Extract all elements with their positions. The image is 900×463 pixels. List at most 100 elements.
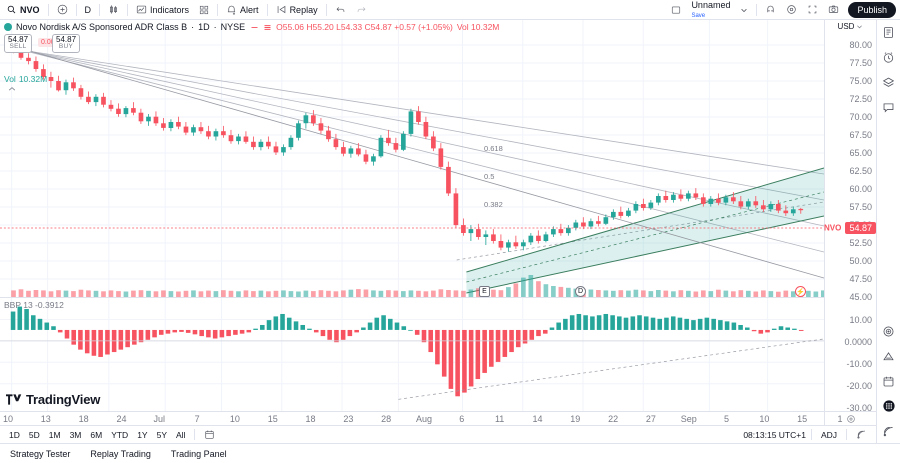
time-tick: 19 xyxy=(570,414,581,424)
divider xyxy=(75,3,77,16)
time-tick: 11 xyxy=(494,414,505,424)
magnet-button[interactable] xyxy=(760,1,781,19)
buy-label: BUY xyxy=(58,43,74,51)
gear-icon xyxy=(846,414,856,424)
price-tick: 57.50 xyxy=(849,202,872,212)
replay-icon xyxy=(276,4,287,15)
indicators-button[interactable]: Indicators xyxy=(131,1,194,19)
time-axis-settings[interactable] xyxy=(824,412,876,425)
broadcast-rail-icon[interactable] xyxy=(881,423,897,439)
range-button-1d[interactable]: 1D xyxy=(9,429,20,440)
layout-grid-button[interactable] xyxy=(666,1,686,19)
fib-label-0618: 0.618 xyxy=(484,144,503,153)
price-tick: 47.50 xyxy=(849,274,872,284)
fib-label-0382: 0.382 xyxy=(484,200,503,209)
chart-style-button[interactable] xyxy=(103,1,124,19)
alarm-plus-icon xyxy=(226,4,237,15)
footer-strategy-tester[interactable]: Strategy Tester xyxy=(10,448,71,459)
replay-button[interactable]: Replay xyxy=(271,1,323,19)
layers-icon[interactable] xyxy=(881,74,897,90)
legend-interval: 1D xyxy=(198,22,210,32)
time-tick: 10 xyxy=(229,414,240,424)
interval-button[interactable]: D xyxy=(80,1,97,19)
time-axis[interactable]: 10 13 18 24 Jul 7 10 15 18 23 28 Aug 6 11 14 19 22 27 Sep 5… xyxy=(0,411,876,425)
range-button-6m[interactable]: 6M xyxy=(90,429,103,440)
fullscreen-button[interactable] xyxy=(802,1,823,19)
legend-sep1: · xyxy=(191,22,195,32)
time-tick: 7 xyxy=(194,414,200,424)
right-sidebar xyxy=(876,20,900,443)
time-tick: 5 xyxy=(724,414,730,424)
chart-legend: Novo Nordisk A/S Sponsored ADR Class B ·… xyxy=(4,22,499,32)
buy-badge[interactable]: 54.87 BUY xyxy=(52,34,81,54)
candlesticks xyxy=(11,41,804,252)
undo-button[interactable] xyxy=(330,1,351,19)
range-button-1m[interactable]: 1M xyxy=(48,429,61,440)
hide-icon[interactable] xyxy=(249,22,259,32)
target-icon[interactable] xyxy=(881,323,897,339)
redo-button[interactable] xyxy=(351,1,372,19)
publish-button[interactable]: Publish xyxy=(848,1,896,18)
range-button-3m[interactable]: 3M xyxy=(69,429,82,440)
footer-replay-trading[interactable]: Replay Trading xyxy=(90,448,151,459)
alert-button[interactable]: Alert xyxy=(221,1,264,19)
chart-panes[interactable]: Novo Nordisk A/S Sponsored ADR Class B ·… xyxy=(0,20,824,411)
earnings-marker[interactable]: E xyxy=(479,286,490,297)
adj-button[interactable]: ADJ xyxy=(820,429,837,440)
calendar-range-icon[interactable] xyxy=(200,428,219,441)
templates-button[interactable] xyxy=(194,1,214,19)
price-tick: 45.00 xyxy=(849,292,872,302)
current-price-badge: 54.87 xyxy=(845,222,876,234)
watchlist-icon[interactable] xyxy=(881,24,897,40)
layout-menu-button[interactable] xyxy=(735,1,753,19)
add-symbol-button[interactable] xyxy=(52,1,73,19)
volume-legend: Vol 10.32M xyxy=(4,74,47,84)
settings-button[interactable] xyxy=(781,1,802,19)
indicators-label: Indicators xyxy=(150,4,190,15)
range-button-5d[interactable]: 5D xyxy=(28,429,40,440)
range-button-5y[interactable]: 5Y xyxy=(156,429,167,440)
range-button-ytd[interactable]: YTD xyxy=(111,429,129,440)
triangle-icon[interactable] xyxy=(881,348,897,364)
broadcast-icon[interactable] xyxy=(852,428,871,441)
candles-icon xyxy=(108,4,119,15)
snapshot-button[interactable] xyxy=(823,1,844,19)
price-tick: 75.00 xyxy=(849,76,872,86)
alerts-icon[interactable] xyxy=(881,49,897,65)
indicator-tick: -10.00 xyxy=(846,359,872,369)
indicator-pane[interactable]: BBP 13 -0.3912 xyxy=(0,298,824,411)
footer-trading-panel[interactable]: Trading Panel xyxy=(170,448,227,459)
indicators-icon xyxy=(136,4,147,15)
price-tick: 72.50 xyxy=(849,94,872,104)
buy-price: 54.87 xyxy=(56,35,77,44)
range-button-all[interactable]: All xyxy=(176,429,186,440)
pane-separator[interactable] xyxy=(0,297,824,298)
chart-column: Novo Nordisk A/S Sponsored ADR Class B ·… xyxy=(0,20,876,443)
settings-icon[interactable] xyxy=(262,22,272,32)
chevron-down-icon xyxy=(740,6,748,14)
chat-icon[interactable] xyxy=(881,99,897,115)
sell-badge[interactable]: 54.87 SELL xyxy=(4,34,33,54)
event-marker[interactable]: ⚡ xyxy=(795,286,806,297)
chevron-up-icon[interactable] xyxy=(8,86,16,92)
price-chart-svg xyxy=(0,20,824,297)
range-button-1y[interactable]: 1Y xyxy=(137,429,148,440)
calendar-icon[interactable] xyxy=(881,373,897,389)
divider xyxy=(99,3,101,16)
legend-volume: Vol 10.32M xyxy=(456,22,500,32)
legend-action-icons xyxy=(249,22,272,32)
apps-icon[interactable] xyxy=(881,398,897,414)
time-tick: 18 xyxy=(78,414,89,424)
currency-selector[interactable]: USD xyxy=(825,20,876,33)
layout-name-button[interactable]: Unnamed Save xyxy=(686,0,735,19)
dividend-marker[interactable]: D xyxy=(575,286,586,297)
price-pane[interactable] xyxy=(0,20,824,297)
symbol-search-button[interactable]: NVO xyxy=(4,1,45,19)
time-tick: 28 xyxy=(381,414,392,424)
price-scale[interactable]: USD 80.00 77.50 75.00 72.50 70.00 67.50 65.00 6… xyxy=(824,20,876,413)
layout-name-label: Unnamed xyxy=(691,0,731,10)
divider xyxy=(194,429,196,440)
interval-label: D xyxy=(84,4,92,15)
indicator-legend: BBP 13 -0.3912 xyxy=(4,300,64,310)
